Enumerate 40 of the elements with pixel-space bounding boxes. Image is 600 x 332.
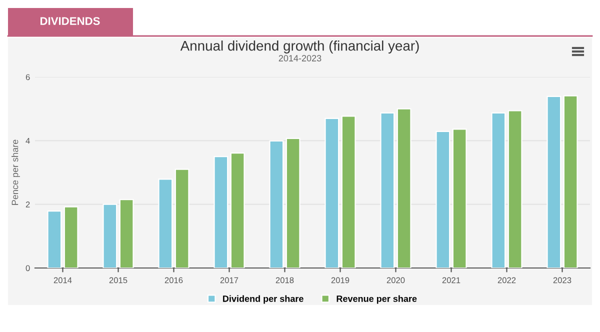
legend-label: Revenue per share (336, 295, 417, 304)
bar (102, 204, 118, 268)
bar (158, 178, 173, 268)
x-tick-label: 2014 (54, 277, 72, 284)
x-tick-label: 2019 (331, 277, 350, 284)
bar (563, 95, 578, 268)
bar (64, 206, 78, 268)
y-axis-title: Pence per share (12, 140, 20, 205)
y-tick-label: 0 (26, 265, 30, 272)
x-tick-label: 2016 (164, 277, 183, 284)
bar (546, 96, 562, 268)
bar (452, 128, 467, 268)
x-tick-label: 2017 (220, 277, 238, 284)
x-tick-label: 2018 (276, 277, 294, 284)
bar (47, 210, 62, 268)
x-tick-label: 2023 (553, 277, 572, 284)
bar (119, 199, 134, 268)
chart-subtitle: 2014-2023 (278, 55, 322, 62)
x-tick-label: 2015 (109, 277, 128, 284)
bar (269, 140, 284, 268)
bar (286, 138, 300, 268)
bar (214, 156, 228, 268)
bar (436, 130, 450, 268)
bar (341, 116, 356, 268)
y-tick-label: 4 (26, 138, 30, 144)
bar (380, 112, 395, 268)
bar (174, 168, 190, 268)
y-tick-label: 2 (26, 202, 30, 208)
bar (491, 112, 506, 268)
text: DIVIDENDS (40, 17, 100, 25)
bar (396, 108, 412, 268)
x-tick-label: 2022 (498, 277, 516, 284)
bar (324, 118, 340, 268)
x-tick-label: 2020 (386, 277, 405, 284)
x-tick-label: 2021 (442, 277, 460, 284)
bar (508, 110, 522, 268)
y-tick-label: 6 (26, 74, 30, 80)
chart-title: Annual dividend growth (financial year) (180, 40, 419, 54)
legend-label: Dividend per share (223, 295, 304, 304)
bar (230, 152, 245, 268)
